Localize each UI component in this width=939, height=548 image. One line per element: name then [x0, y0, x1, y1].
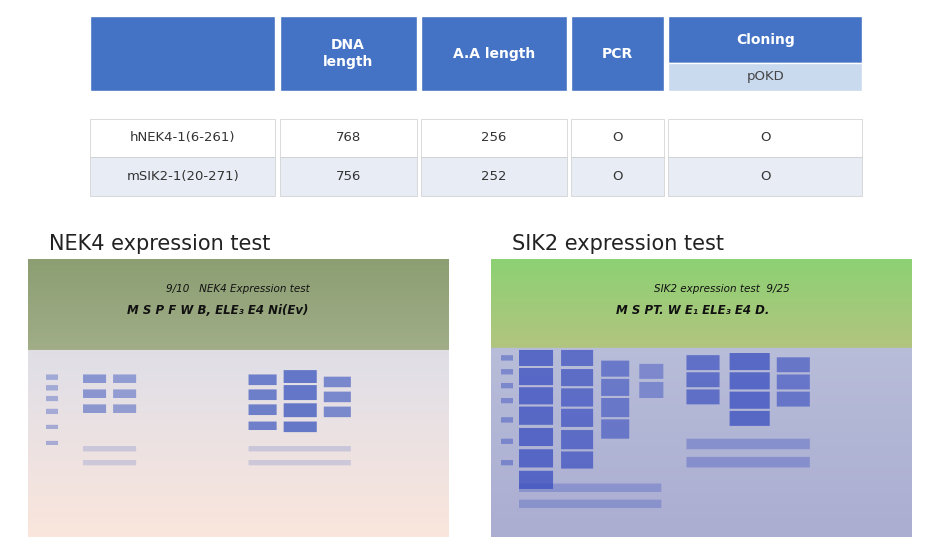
Text: O: O: [760, 132, 770, 144]
Bar: [280, 157, 417, 196]
Text: mSIK2-1(20-271): mSIK2-1(20-271): [126, 170, 239, 183]
Text: M S P F W B, ELE₃ E4 Ni(Ev): M S P F W B, ELE₃ E4 Ni(Ev): [127, 304, 308, 317]
Text: NEK4 expression test: NEK4 expression test: [49, 234, 270, 254]
Bar: [421, 118, 566, 157]
Text: PCR: PCR: [602, 47, 633, 61]
Bar: [669, 157, 862, 196]
Text: hNEK4-1(6-261): hNEK4-1(6-261): [130, 132, 236, 144]
Text: O: O: [612, 170, 623, 183]
Text: O: O: [760, 170, 770, 183]
Bar: [90, 118, 275, 157]
Bar: [421, 16, 566, 91]
Text: 252: 252: [481, 170, 506, 183]
Bar: [280, 118, 417, 157]
Text: SIK2 expression test  9/25: SIK2 expression test 9/25: [654, 284, 790, 294]
Bar: [571, 16, 664, 91]
Bar: [669, 63, 862, 91]
Text: 256: 256: [481, 132, 506, 144]
Bar: [669, 118, 862, 157]
Text: 768: 768: [335, 132, 361, 144]
Bar: [669, 16, 862, 63]
Bar: [90, 157, 275, 196]
Text: O: O: [612, 132, 623, 144]
Bar: [571, 157, 664, 196]
Text: Cloning: Cloning: [736, 33, 794, 47]
Bar: [280, 16, 417, 91]
Bar: [90, 16, 275, 91]
Text: pOKD: pOKD: [747, 70, 784, 83]
Text: DNA
length: DNA length: [323, 38, 374, 69]
Text: SIK2 expression test: SIK2 expression test: [512, 234, 724, 254]
Bar: [571, 118, 664, 157]
Bar: [421, 157, 566, 196]
Text: A.A length: A.A length: [453, 47, 535, 61]
Text: 9/10   NEK4 Expression test: 9/10 NEK4 Expression test: [166, 284, 310, 294]
Text: M S PT. W E₁ ELE₃ E4 D.: M S PT. W E₁ ELE₃ E4 D.: [616, 304, 769, 317]
Text: 756: 756: [335, 170, 361, 183]
